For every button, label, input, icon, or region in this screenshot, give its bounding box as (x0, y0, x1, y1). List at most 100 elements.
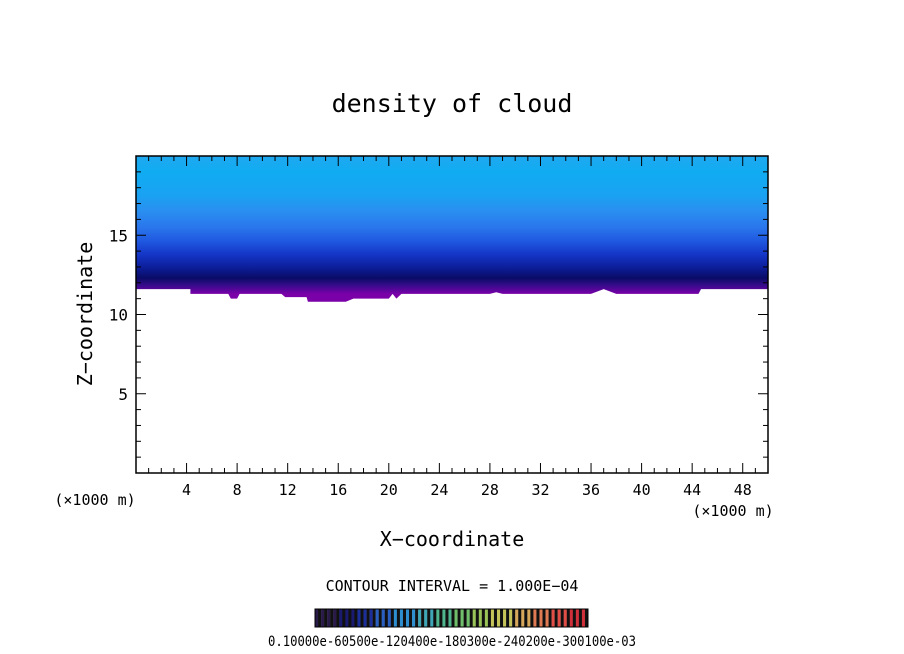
colorbar-cell (354, 609, 358, 627)
colorbar-cell (578, 609, 583, 627)
colorbar-cell (399, 609, 404, 627)
x-tick-label: 20 (380, 481, 398, 499)
colorbar-cell (439, 609, 443, 627)
colorbar-cell (402, 609, 407, 627)
colorbar-cell (357, 609, 361, 627)
colorbar (315, 609, 589, 627)
colorbar-cell (445, 609, 449, 627)
colorbar-cell (572, 609, 577, 627)
colorbar-cell (396, 609, 401, 627)
colorbar-cell (557, 609, 561, 627)
colorbar-cell (463, 609, 467, 627)
colorbar-cell (348, 609, 352, 627)
colorbar-cell (530, 609, 534, 627)
colorbar-labels: 0.10000e-60500e-120400e-180300e-240200e-… (268, 634, 636, 650)
colorbar-cell (472, 609, 476, 627)
colorbar-cell (351, 609, 355, 627)
colorbar-cell (521, 609, 525, 627)
colorbar-cell (433, 609, 437, 627)
colorbar-cell (548, 609, 552, 627)
colorbar-cell (533, 609, 537, 627)
plot-area (136, 156, 768, 473)
colorbar-cell (387, 609, 392, 627)
colorbar-cell (584, 609, 589, 627)
colorbar-cell (427, 609, 431, 627)
y-tick-label: 5 (118, 385, 128, 404)
colorbar-cell (415, 609, 419, 627)
colorbar-cell (575, 609, 580, 627)
colorbar-cell (430, 609, 434, 627)
colorbar-cell (563, 609, 567, 627)
colorbar-cell (406, 609, 410, 627)
colorbar-cell (321, 609, 325, 627)
colorbar-cell (412, 609, 416, 627)
colorbar-cell (566, 609, 570, 627)
colorbar-cell (493, 609, 498, 627)
colorbar-frame (314, 608, 589, 628)
colorbar-cell (366, 609, 370, 627)
colorbar-cell (436, 609, 440, 627)
colorbar-cell (478, 609, 483, 627)
colorbar-cell (333, 609, 337, 627)
colorbar-cell (390, 609, 395, 627)
colorbar-cell (421, 609, 425, 627)
x-tick-label: 40 (633, 481, 651, 499)
y-axis-label: Z−coordinate (73, 242, 97, 387)
x-axis-label: X−coordinate (380, 527, 525, 551)
colorbar-cell (490, 609, 495, 627)
colorbar-cell (500, 609, 504, 627)
colorbar-cell (454, 609, 458, 627)
colorbar-cell (409, 609, 413, 627)
colorbar-cell (315, 609, 319, 627)
colorbar-cell (497, 609, 501, 627)
x-tick-label: 28 (481, 481, 499, 499)
x-tick-label: 32 (531, 481, 549, 499)
colorbar-cell (475, 609, 479, 627)
colorbar-cell (448, 609, 452, 627)
colorbar-cell (554, 609, 558, 627)
colorbar-cell (424, 609, 428, 627)
colorbar-cell (466, 609, 470, 627)
colorbar-cell (542, 609, 546, 627)
x-unit-left: (×1000 m) (54, 491, 135, 509)
y-tick-label: 15 (109, 226, 128, 245)
x-tick-label: 12 (279, 481, 297, 499)
colorbar-cell (451, 609, 455, 627)
colorbar-cell (372, 609, 376, 627)
x-tick-label: 48 (734, 481, 752, 499)
colorbar-cell (581, 609, 586, 627)
colorbar-cell (487, 609, 492, 627)
colorbar-cell (381, 609, 385, 627)
x-tick-label: 4 (182, 481, 191, 499)
colorbar-cell (360, 609, 364, 627)
colorbar-cell (369, 609, 373, 627)
colorbar-cell (457, 609, 461, 627)
colorbar-cell (569, 609, 574, 627)
colorbar-cell (324, 609, 328, 627)
x-tick-label: 16 (329, 481, 347, 499)
colorbar-cell (342, 609, 346, 627)
x-tick-label: 8 (233, 481, 242, 499)
colorbar-cell (363, 609, 367, 627)
chart-title: density of cloud (332, 89, 573, 118)
colorbar-cell (375, 609, 379, 627)
colorbar-cell (418, 609, 422, 627)
cloud-density-field (136, 156, 768, 302)
x-tick-label: 44 (683, 481, 701, 499)
colorbar-cell (393, 609, 398, 627)
colorbar-cell (506, 609, 510, 627)
colorbar-cell (545, 609, 549, 627)
colorbar-cell (560, 609, 564, 627)
x-tick-label: 24 (430, 481, 448, 499)
colorbar-cell (330, 609, 334, 627)
colorbar-cell (460, 609, 464, 627)
colorbar-cell (384, 609, 388, 627)
colorbar-cell (515, 609, 519, 627)
x-unit-right: (×1000 m) (692, 502, 773, 520)
colorbar-cell (524, 609, 528, 627)
colorbar-cell (442, 609, 446, 627)
y-tick-label: 10 (109, 306, 128, 325)
colorbar-cell (378, 609, 382, 627)
colorbar-cell (481, 609, 486, 627)
